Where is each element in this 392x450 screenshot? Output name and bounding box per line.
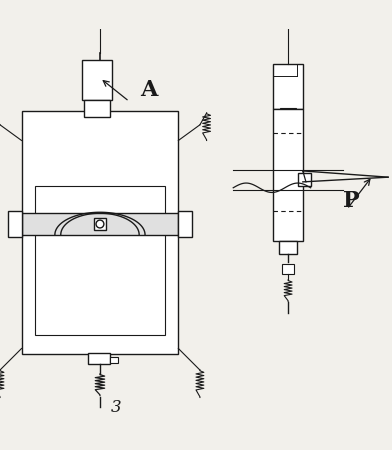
Bar xyxy=(84,99,110,117)
Bar xyxy=(8,212,22,237)
Bar xyxy=(110,357,118,364)
Bar xyxy=(279,241,297,254)
Bar xyxy=(88,353,110,364)
Bar xyxy=(82,60,112,99)
Bar xyxy=(274,64,303,109)
Bar xyxy=(178,212,192,237)
Bar xyxy=(35,186,165,335)
Bar xyxy=(22,111,178,354)
Bar xyxy=(22,213,178,235)
Text: 3: 3 xyxy=(110,399,121,416)
Bar xyxy=(298,173,311,186)
Bar xyxy=(282,264,294,274)
Bar xyxy=(94,218,106,230)
Bar xyxy=(274,109,303,241)
Circle shape xyxy=(96,220,104,228)
Text: P: P xyxy=(343,190,359,212)
Text: A: A xyxy=(140,79,158,101)
Bar xyxy=(280,108,296,117)
